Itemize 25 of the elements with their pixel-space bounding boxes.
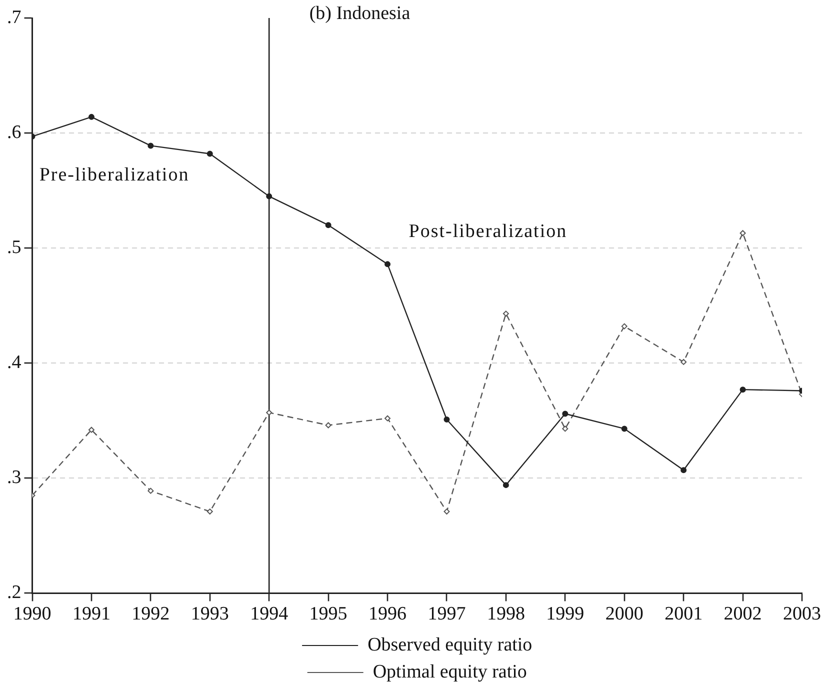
x-tick-label: 1992 [132,604,170,625]
legend-label: Optimal equity ratio [372,661,527,682]
x-tick-label: 1990 [13,604,52,625]
x-tick-label: 2002 [724,604,762,625]
y-tick-label: .3 [7,467,22,488]
x-tick-label: 1993 [190,604,229,625]
annotation: Pre-liberalization [39,164,190,186]
x-tick-label: 1991 [72,604,110,625]
y-tick-label: .6 [7,122,22,144]
annotation: Post-liberalization [408,220,568,242]
y-tick-label: .7 [7,6,22,28]
x-tick-label: 2000 [605,604,644,625]
x-tick-label: 2003 [783,604,821,625]
y-tick-label: .4 [7,352,22,374]
y-tick-label: .5 [7,237,22,258]
x-tick-label: 2001 [664,604,703,625]
x-tick-label: 1996 [368,604,407,625]
x-tick-label: 1994 [250,604,289,625]
y-tick-label: .2 [7,582,22,604]
chart-title: (b) Indonesia [309,2,411,24]
legend-label: Observed equity ratio [368,634,532,656]
x-tick-label: 1997 [428,604,466,625]
x-tick-label: 1995 [309,604,348,625]
x-tick-label: 1998 [486,604,525,625]
x-tick-label: 1999 [546,604,584,625]
